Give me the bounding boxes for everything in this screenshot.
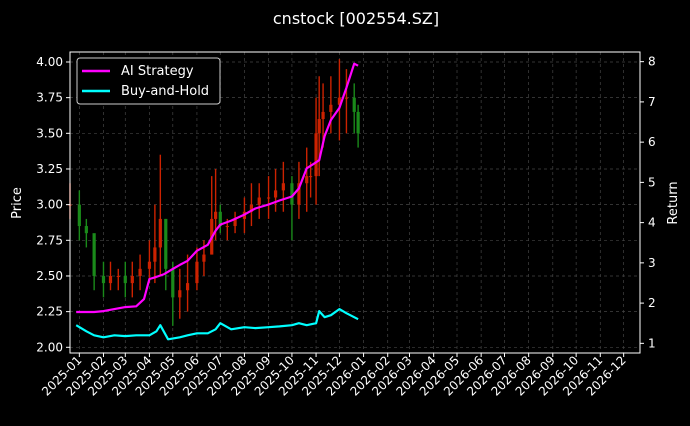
- right-tick-label: 3: [648, 256, 656, 270]
- price-body: [273, 190, 278, 198]
- left-tick-label: 2.75: [36, 233, 63, 247]
- price-body: [281, 183, 285, 191]
- price-body: [317, 119, 321, 134]
- legend-label-buy-and-hold: Buy-and-Hold: [121, 84, 209, 99]
- price-body: [309, 176, 313, 178]
- right-tick-label: 6: [648, 135, 656, 149]
- right-tick-label: 8: [648, 55, 656, 69]
- legend-box: [76, 57, 221, 105]
- right-axis-ticks: 1 2 3 4 5 6 7 8: [640, 55, 656, 350]
- chart-title: cnstock [002554.SZ]: [273, 9, 439, 28]
- price-body: [147, 261, 152, 269]
- left-axis-label: Price: [10, 187, 25, 219]
- price-body: [171, 268, 175, 298]
- price-body: [77, 204, 81, 227]
- price-body: [218, 211, 222, 227]
- price-body: [202, 254, 206, 262]
- price-body: [92, 233, 96, 276]
- legend-label-ai-strategy: AI Strategy: [121, 64, 194, 79]
- price-body: [225, 226, 229, 228]
- price-body: [84, 226, 88, 234]
- left-tick-label: 2.00: [36, 340, 63, 354]
- left-tick-label: 2.25: [36, 305, 63, 319]
- right-tick-label: 7: [648, 95, 656, 109]
- strategy-lines: [75, 62, 359, 341]
- left-tick-label: 3.75: [36, 91, 63, 105]
- right-tick-label: 5: [648, 175, 656, 189]
- price-body: [266, 197, 271, 199]
- price-body: [337, 97, 342, 105]
- price-body: [130, 275, 134, 284]
- price-body: [249, 204, 254, 212]
- price-body: [297, 183, 301, 205]
- legend: AI Strategy Buy-and-Hold: [76, 57, 221, 105]
- left-tick-label: 3.00: [36, 198, 63, 212]
- price-body: [116, 275, 120, 277]
- price-body: [195, 261, 199, 284]
- price-body: [178, 290, 182, 298]
- price-body: [257, 197, 261, 205]
- price-body: [329, 104, 333, 112]
- price-body: [108, 275, 113, 284]
- right-tick-label: 2: [648, 296, 656, 310]
- left-tick-label: 4.00: [36, 55, 63, 69]
- price-body: [164, 218, 168, 269]
- price-body: [314, 133, 318, 177]
- left-tick-label: 3.25: [36, 162, 63, 176]
- price-body: [214, 211, 218, 219]
- left-axis-ticks: 2.00 2.25 2.50 2.75 3.00 3.25 3.50 3.75 4.00: [36, 55, 70, 354]
- ai-strategy-line: [76, 62, 359, 314]
- price-body: [138, 268, 142, 276]
- left-tick-label: 3.50: [36, 126, 63, 140]
- price-body: [101, 275, 106, 284]
- price-body: [305, 176, 309, 184]
- right-tick-label: 1: [648, 336, 656, 350]
- plot-frame: [69, 51, 641, 354]
- price-body: [290, 183, 294, 205]
- price-body: [185, 283, 190, 291]
- price-body: [321, 111, 325, 120]
- right-axis-label: Return: [666, 181, 681, 224]
- buy-and-hold-line: [75, 308, 359, 341]
- right-tick-label: 4: [648, 216, 656, 230]
- price-body: [356, 111, 360, 134]
- price-body: [233, 218, 237, 227]
- price-body: [158, 218, 162, 248]
- left-tick-label: 2.50: [36, 269, 63, 283]
- price-body: [123, 275, 127, 284]
- price-body: [344, 97, 349, 99]
- price-body: [153, 247, 157, 262]
- price-body: [352, 97, 356, 112]
- candlesticks: [68, 59, 360, 326]
